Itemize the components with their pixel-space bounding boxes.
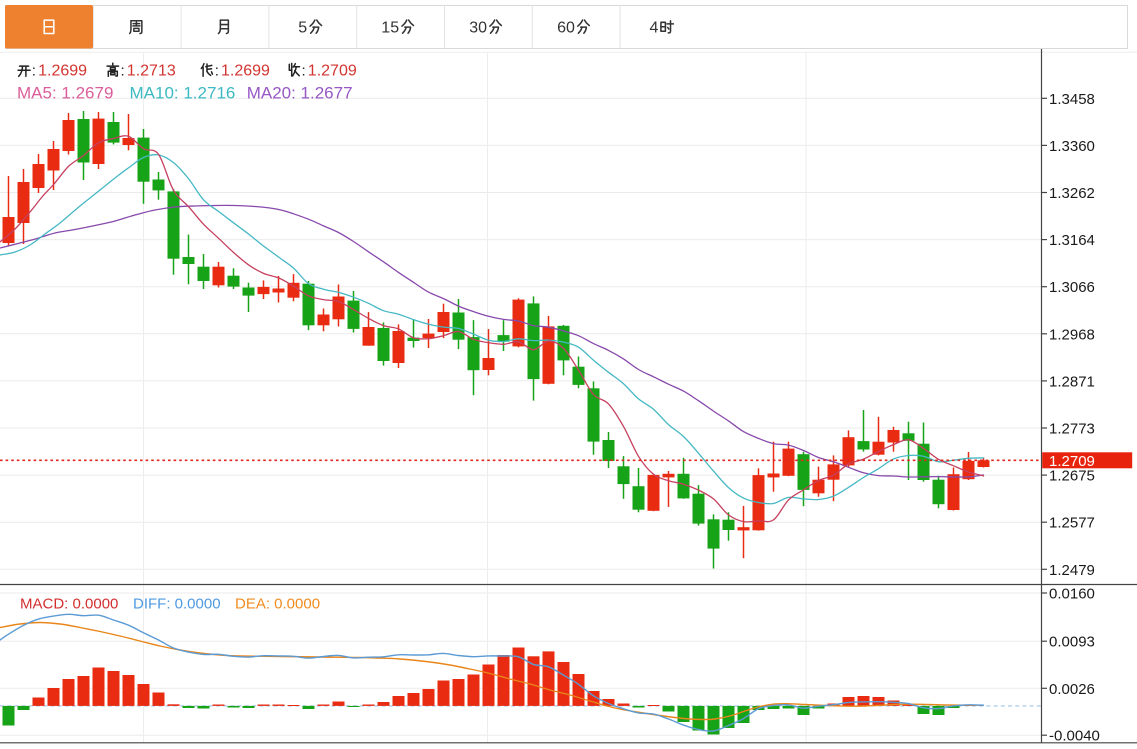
svg-text:1.2871: 1.2871 bbox=[1049, 373, 1095, 390]
svg-text::: : bbox=[121, 63, 125, 80]
svg-text::: : bbox=[215, 63, 219, 80]
svg-text:1.2699: 1.2699 bbox=[221, 63, 270, 80]
svg-text:1.2479: 1.2479 bbox=[1049, 562, 1095, 579]
svg-text:1.3164: 1.3164 bbox=[1049, 232, 1095, 249]
svg-text:1.2713: 1.2713 bbox=[127, 63, 176, 80]
svg-text:1.3458: 1.3458 bbox=[1049, 91, 1095, 108]
svg-text:MA5: 1.2679: MA5: 1.2679 bbox=[17, 84, 113, 103]
svg-text:1.2773: 1.2773 bbox=[1049, 421, 1095, 438]
svg-text:60: 60 bbox=[557, 20, 575, 37]
svg-text:0.0093: 0.0093 bbox=[1049, 634, 1095, 651]
svg-text:DIFF: 0.0000: DIFF: 0.0000 bbox=[133, 596, 221, 613]
svg-text:1.2709: 1.2709 bbox=[308, 63, 357, 80]
svg-text:5: 5 bbox=[298, 20, 307, 37]
svg-text:1.3066: 1.3066 bbox=[1049, 279, 1095, 296]
svg-text:0.0026: 0.0026 bbox=[1049, 681, 1095, 698]
svg-text:1.2577: 1.2577 bbox=[1049, 515, 1095, 532]
svg-text:0.0160: 0.0160 bbox=[1049, 586, 1095, 603]
svg-text::: : bbox=[302, 63, 306, 80]
svg-text:30: 30 bbox=[469, 20, 487, 37]
svg-text:4: 4 bbox=[650, 20, 659, 37]
svg-text:1.3262: 1.3262 bbox=[1049, 185, 1095, 202]
svg-text:1.2675: 1.2675 bbox=[1049, 468, 1095, 485]
svg-text:MA10: 1.2716: MA10: 1.2716 bbox=[130, 84, 236, 103]
svg-text:-0.0040: -0.0040 bbox=[1049, 728, 1100, 745]
svg-text:1.2968: 1.2968 bbox=[1049, 326, 1095, 343]
svg-text:MACD: 0.0000: MACD: 0.0000 bbox=[20, 596, 118, 613]
svg-text:DEA: 0.0000: DEA: 0.0000 bbox=[235, 596, 320, 613]
svg-text:1.2709: 1.2709 bbox=[1049, 453, 1095, 470]
svg-text:15: 15 bbox=[381, 20, 399, 37]
svg-text:1.2699: 1.2699 bbox=[38, 63, 87, 80]
svg-text:MA20: 1.2677: MA20: 1.2677 bbox=[247, 84, 353, 103]
svg-text:1.3360: 1.3360 bbox=[1049, 138, 1095, 155]
svg-text::: : bbox=[32, 63, 36, 80]
